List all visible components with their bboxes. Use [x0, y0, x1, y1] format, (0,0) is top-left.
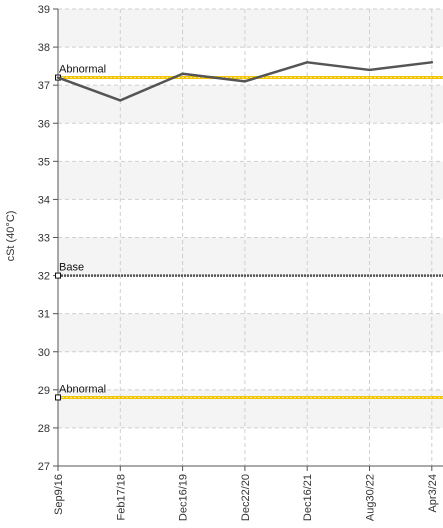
x-tick-label: Apr3/24 [427, 474, 439, 513]
y-tick-label: 35 [38, 156, 50, 168]
series-point [430, 61, 433, 64]
y-tick-label: 31 [38, 309, 50, 321]
x-tick-label: Sep9/16 [53, 474, 65, 515]
y-tick-label: 28 [38, 423, 50, 435]
series-point [56, 76, 60, 79]
y-tick-label: 34 [38, 194, 50, 206]
plot-band [58, 161, 443, 200]
x-tick-label: Dec16/21 [302, 474, 314, 521]
y-tick-label: 38 [38, 42, 50, 54]
reference-marker [55, 272, 61, 279]
y-tick-label: 29 [38, 385, 50, 397]
reference-label: Abnormal [59, 383, 106, 395]
y-tick-label: 30 [38, 347, 50, 359]
x-axis: Sep9/16 Feb17/18 Dec16/19 Dec22/20 Dec16/21 A… [53, 465, 443, 521]
y-axis: 27 28 29 30 31 32 33 34 35 36 37 38 39 [38, 4, 59, 473]
x-tick-label: Dec22/20 [240, 474, 252, 521]
series-point [181, 72, 184, 75]
y-axis-label: cSt (40°C) [5, 211, 17, 262]
x-tick-label: Dec16/19 [178, 474, 190, 521]
y-tick-label: 39 [38, 4, 50, 16]
reference-marker [55, 394, 61, 401]
series-point [119, 99, 122, 102]
series-point [243, 80, 247, 83]
y-tick-label: 32 [38, 271, 50, 283]
y-tick-label: 27 [38, 461, 50, 473]
reference-label: Abnormal [59, 64, 106, 76]
y-tick-label: 33 [38, 233, 50, 245]
y-tick-label: 36 [38, 118, 50, 130]
series-point [368, 68, 371, 72]
x-tick-label: Feb17/18 [115, 474, 127, 520]
x-tick-label: Aug30/22 [365, 474, 377, 521]
plot-band [58, 389, 443, 428]
y-tick-label: 37 [38, 80, 50, 92]
reference-lines: Abnormal Base Abnormal [55, 64, 443, 401]
plot-band [58, 237, 443, 276]
plot-band [58, 85, 443, 124]
series-point [306, 61, 309, 64]
plot-bands [58, 9, 443, 428]
plot-band [58, 9, 443, 48]
series [56, 61, 434, 102]
plot-band [58, 313, 443, 352]
reference-label: Base [59, 262, 84, 274]
